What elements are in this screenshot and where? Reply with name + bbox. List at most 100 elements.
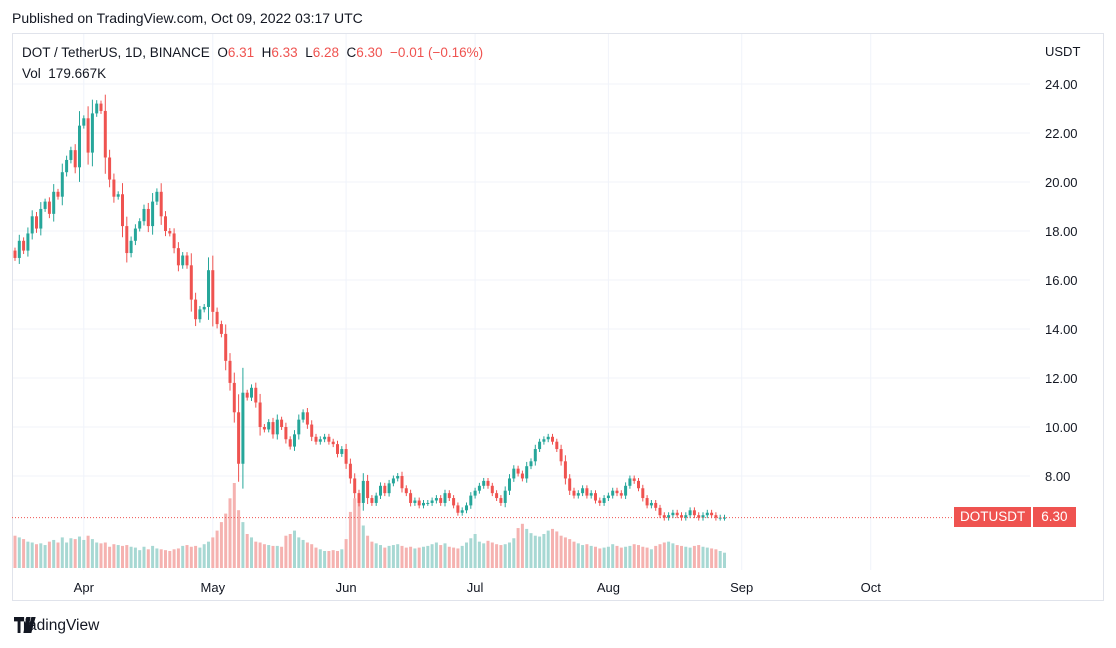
volume-bar bbox=[232, 483, 236, 568]
volume-bar bbox=[400, 545, 404, 568]
volume-bar bbox=[146, 549, 150, 568]
candle-body bbox=[499, 498, 503, 503]
legend-high-label: H bbox=[261, 45, 272, 60]
candle-body bbox=[13, 250, 17, 258]
candle-body bbox=[422, 502, 425, 506]
candle-body bbox=[198, 309, 202, 320]
candle-body bbox=[447, 493, 451, 499]
volume-bar bbox=[262, 544, 266, 568]
volume-bar bbox=[151, 545, 155, 568]
volume-bar bbox=[387, 545, 391, 568]
y-tick-label: 12.00 bbox=[1045, 371, 1078, 386]
candle-body bbox=[723, 517, 726, 519]
volume-bar bbox=[357, 493, 361, 568]
candle-body bbox=[211, 270, 215, 312]
volume-bar bbox=[383, 547, 387, 568]
volume-bar bbox=[723, 552, 726, 568]
x-tick-label: Jun bbox=[336, 580, 357, 595]
volume-bar bbox=[288, 534, 292, 568]
candle-body bbox=[581, 488, 585, 494]
volume-bar bbox=[667, 541, 671, 568]
candle-body bbox=[516, 468, 520, 474]
candle-body bbox=[366, 480, 370, 499]
candle-body bbox=[688, 510, 692, 516]
candle-body bbox=[680, 515, 683, 518]
price-tag-value: 6.30 bbox=[1033, 507, 1076, 527]
volume-bar bbox=[267, 545, 271, 568]
candle-body bbox=[219, 324, 223, 334]
volume-bar bbox=[228, 498, 232, 568]
footer-brand: TradingView bbox=[14, 617, 100, 634]
tradingview-logo-icon bbox=[14, 617, 36, 633]
candle-body bbox=[628, 478, 632, 486]
tradingview-footer[interactable]: TradingView bbox=[14, 617, 99, 635]
volume-bar bbox=[39, 543, 43, 568]
candle-body bbox=[396, 476, 400, 479]
grid-lines bbox=[13, 34, 1030, 570]
volume-bar bbox=[297, 537, 301, 568]
candle-body bbox=[142, 208, 146, 222]
candle-body bbox=[473, 490, 477, 496]
volume-bar bbox=[189, 546, 193, 568]
volume-bar bbox=[331, 550, 335, 568]
volume-bar bbox=[705, 547, 709, 568]
candle-body bbox=[305, 412, 309, 425]
candle-body bbox=[207, 270, 210, 307]
candle-body bbox=[288, 439, 292, 447]
volume-bar bbox=[542, 534, 546, 568]
volume-bar bbox=[194, 545, 198, 568]
volume-bar bbox=[452, 547, 456, 568]
candle-body bbox=[374, 495, 378, 503]
candle-body bbox=[641, 488, 645, 499]
candle-body bbox=[555, 441, 559, 450]
volume-bar bbox=[56, 542, 60, 568]
candle-body bbox=[654, 502, 658, 508]
volume-bar bbox=[254, 541, 258, 568]
published-caption: Published on TradingView.com, Oct 09, 20… bbox=[12, 10, 363, 26]
candle-body bbox=[73, 150, 77, 168]
volume-bar bbox=[658, 544, 662, 568]
y-tick-label: 20.00 bbox=[1045, 175, 1078, 190]
volume-bar bbox=[477, 541, 481, 568]
candle-body bbox=[336, 444, 339, 454]
volume-bar bbox=[615, 545, 619, 568]
candle-body bbox=[598, 500, 602, 503]
volume-bar bbox=[662, 542, 666, 568]
volume-bar bbox=[710, 548, 714, 568]
volume-bar bbox=[353, 498, 357, 568]
volume-bar bbox=[486, 540, 490, 568]
x-tick-label: Oct bbox=[861, 580, 882, 595]
candle-body bbox=[271, 422, 275, 435]
volume-bar bbox=[370, 541, 374, 568]
candle-body bbox=[443, 493, 447, 503]
volume-bar bbox=[116, 545, 120, 568]
candle-body bbox=[520, 473, 524, 479]
volume-bar bbox=[258, 542, 262, 568]
volume-bar bbox=[138, 550, 142, 568]
volume-bar bbox=[469, 538, 473, 568]
candle-body bbox=[486, 480, 490, 486]
volume-bar bbox=[594, 546, 597, 568]
last-price-tag: DOTUSDT 6.30 bbox=[954, 507, 1076, 527]
volume-bar bbox=[422, 546, 425, 568]
candle-body bbox=[340, 449, 344, 454]
price-tag-symbol: DOTUSDT bbox=[954, 507, 1032, 527]
candle-body bbox=[611, 490, 615, 496]
candle-body bbox=[426, 502, 430, 504]
candle-body bbox=[125, 226, 129, 254]
candle-body bbox=[589, 493, 593, 496]
volume-bar bbox=[271, 545, 275, 568]
candle-body bbox=[215, 311, 219, 325]
legend-low: 6.28 bbox=[312, 45, 339, 60]
candle-body bbox=[465, 505, 468, 511]
volume-bar bbox=[164, 550, 167, 568]
volume-bar bbox=[529, 533, 533, 568]
y-tick-label: 16.00 bbox=[1045, 273, 1078, 288]
chart-frame[interactable] bbox=[12, 33, 1104, 601]
volume-bar bbox=[628, 545, 632, 568]
candle-body bbox=[413, 500, 417, 503]
volume-bar bbox=[237, 510, 241, 568]
volume-bar bbox=[224, 513, 228, 568]
legend-open-label: O bbox=[217, 45, 228, 60]
